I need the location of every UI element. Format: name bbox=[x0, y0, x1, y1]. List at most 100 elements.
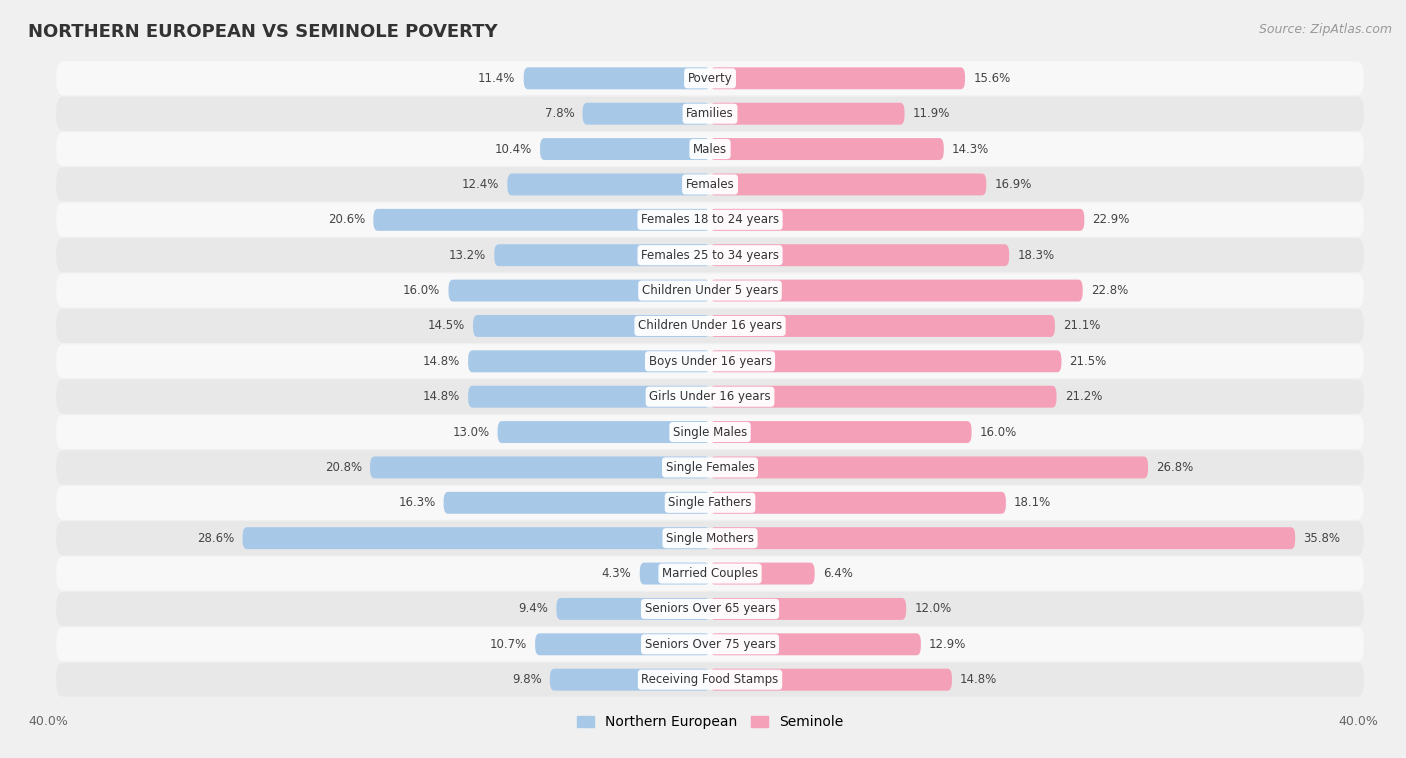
Text: 12.4%: 12.4% bbox=[461, 178, 499, 191]
Text: Married Couples: Married Couples bbox=[662, 567, 758, 580]
FancyBboxPatch shape bbox=[557, 598, 710, 620]
FancyBboxPatch shape bbox=[468, 386, 710, 408]
FancyBboxPatch shape bbox=[550, 669, 710, 691]
FancyBboxPatch shape bbox=[536, 634, 710, 655]
Text: Children Under 5 years: Children Under 5 years bbox=[641, 284, 779, 297]
FancyBboxPatch shape bbox=[540, 138, 710, 160]
Text: NORTHERN EUROPEAN VS SEMINOLE POVERTY: NORTHERN EUROPEAN VS SEMINOLE POVERTY bbox=[28, 23, 498, 41]
FancyBboxPatch shape bbox=[56, 203, 1364, 236]
FancyBboxPatch shape bbox=[56, 344, 1364, 378]
Text: 15.6%: 15.6% bbox=[973, 72, 1011, 85]
FancyBboxPatch shape bbox=[56, 274, 1364, 308]
FancyBboxPatch shape bbox=[444, 492, 710, 514]
FancyBboxPatch shape bbox=[523, 67, 710, 89]
Text: 16.3%: 16.3% bbox=[398, 496, 436, 509]
FancyBboxPatch shape bbox=[243, 528, 710, 549]
Text: 9.4%: 9.4% bbox=[519, 603, 548, 615]
FancyBboxPatch shape bbox=[710, 350, 1062, 372]
FancyBboxPatch shape bbox=[56, 556, 1364, 590]
Text: 22.9%: 22.9% bbox=[1092, 213, 1130, 227]
Text: 13.0%: 13.0% bbox=[453, 425, 489, 439]
FancyBboxPatch shape bbox=[56, 309, 1364, 343]
Text: 14.8%: 14.8% bbox=[423, 355, 460, 368]
FancyBboxPatch shape bbox=[710, 421, 972, 443]
FancyBboxPatch shape bbox=[710, 492, 1005, 514]
Text: 18.1%: 18.1% bbox=[1014, 496, 1052, 509]
FancyBboxPatch shape bbox=[56, 132, 1364, 166]
FancyBboxPatch shape bbox=[56, 628, 1364, 661]
FancyBboxPatch shape bbox=[710, 315, 1054, 337]
Text: 14.8%: 14.8% bbox=[423, 390, 460, 403]
FancyBboxPatch shape bbox=[56, 592, 1364, 626]
Text: 10.4%: 10.4% bbox=[495, 143, 531, 155]
Text: Girls Under 16 years: Girls Under 16 years bbox=[650, 390, 770, 403]
Text: Children Under 16 years: Children Under 16 years bbox=[638, 319, 782, 333]
FancyBboxPatch shape bbox=[56, 168, 1364, 202]
Text: 35.8%: 35.8% bbox=[1303, 531, 1340, 545]
Text: 21.2%: 21.2% bbox=[1064, 390, 1102, 403]
FancyBboxPatch shape bbox=[56, 61, 1364, 96]
Text: Males: Males bbox=[693, 143, 727, 155]
Text: Seniors Over 75 years: Seniors Over 75 years bbox=[644, 637, 776, 651]
Text: Single Fathers: Single Fathers bbox=[668, 496, 752, 509]
Text: 28.6%: 28.6% bbox=[197, 531, 235, 545]
Text: Receiving Food Stamps: Receiving Food Stamps bbox=[641, 673, 779, 686]
FancyBboxPatch shape bbox=[710, 456, 1149, 478]
Text: 21.1%: 21.1% bbox=[1063, 319, 1101, 333]
Text: Single Females: Single Females bbox=[665, 461, 755, 474]
FancyBboxPatch shape bbox=[710, 669, 952, 691]
FancyBboxPatch shape bbox=[710, 174, 986, 196]
FancyBboxPatch shape bbox=[710, 138, 943, 160]
Text: 4.3%: 4.3% bbox=[602, 567, 631, 580]
Text: 14.5%: 14.5% bbox=[427, 319, 465, 333]
Text: 40.0%: 40.0% bbox=[1339, 715, 1378, 728]
Text: 11.4%: 11.4% bbox=[478, 72, 516, 85]
FancyBboxPatch shape bbox=[449, 280, 710, 302]
FancyBboxPatch shape bbox=[710, 598, 905, 620]
Text: 11.9%: 11.9% bbox=[912, 107, 950, 121]
Text: 6.4%: 6.4% bbox=[823, 567, 852, 580]
FancyBboxPatch shape bbox=[56, 415, 1364, 449]
FancyBboxPatch shape bbox=[472, 315, 710, 337]
FancyBboxPatch shape bbox=[640, 562, 710, 584]
Text: Source: ZipAtlas.com: Source: ZipAtlas.com bbox=[1258, 23, 1392, 36]
Text: Boys Under 16 years: Boys Under 16 years bbox=[648, 355, 772, 368]
Text: Seniors Over 65 years: Seniors Over 65 years bbox=[644, 603, 776, 615]
Text: 12.0%: 12.0% bbox=[914, 603, 952, 615]
Text: Single Males: Single Males bbox=[673, 425, 747, 439]
FancyBboxPatch shape bbox=[56, 486, 1364, 520]
Text: 16.0%: 16.0% bbox=[980, 425, 1017, 439]
Text: 12.9%: 12.9% bbox=[929, 637, 966, 651]
FancyBboxPatch shape bbox=[56, 380, 1364, 414]
FancyBboxPatch shape bbox=[710, 634, 921, 655]
FancyBboxPatch shape bbox=[710, 528, 1295, 549]
FancyBboxPatch shape bbox=[56, 97, 1364, 130]
Text: 22.8%: 22.8% bbox=[1091, 284, 1128, 297]
FancyBboxPatch shape bbox=[56, 450, 1364, 484]
FancyBboxPatch shape bbox=[710, 103, 904, 124]
Text: 9.8%: 9.8% bbox=[512, 673, 541, 686]
FancyBboxPatch shape bbox=[56, 238, 1364, 272]
FancyBboxPatch shape bbox=[495, 244, 710, 266]
FancyBboxPatch shape bbox=[56, 662, 1364, 697]
Text: Single Mothers: Single Mothers bbox=[666, 531, 754, 545]
Text: 13.2%: 13.2% bbox=[449, 249, 486, 262]
FancyBboxPatch shape bbox=[710, 562, 814, 584]
FancyBboxPatch shape bbox=[374, 209, 710, 230]
Text: 18.3%: 18.3% bbox=[1018, 249, 1054, 262]
Text: 21.5%: 21.5% bbox=[1070, 355, 1107, 368]
Text: 16.0%: 16.0% bbox=[404, 284, 440, 297]
Text: 26.8%: 26.8% bbox=[1156, 461, 1194, 474]
Text: 14.8%: 14.8% bbox=[960, 673, 997, 686]
FancyBboxPatch shape bbox=[498, 421, 710, 443]
FancyBboxPatch shape bbox=[468, 350, 710, 372]
FancyBboxPatch shape bbox=[56, 522, 1364, 555]
Text: 10.7%: 10.7% bbox=[489, 637, 527, 651]
FancyBboxPatch shape bbox=[710, 244, 1010, 266]
FancyBboxPatch shape bbox=[710, 280, 1083, 302]
Text: 16.9%: 16.9% bbox=[994, 178, 1032, 191]
FancyBboxPatch shape bbox=[710, 386, 1056, 408]
Text: Females 25 to 34 years: Females 25 to 34 years bbox=[641, 249, 779, 262]
Text: 40.0%: 40.0% bbox=[28, 715, 67, 728]
Text: Females: Females bbox=[686, 178, 734, 191]
